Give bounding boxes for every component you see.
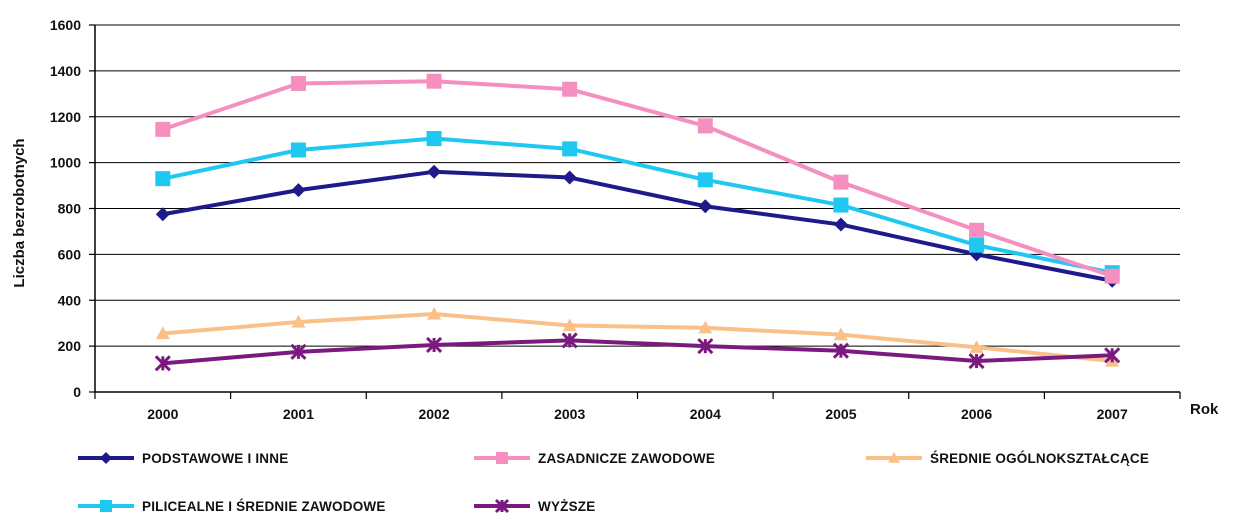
series-line [162, 79, 1113, 279]
series-1 [155, 73, 1120, 284]
data-point [888, 452, 900, 463]
data-point [562, 141, 578, 157]
series-0 [155, 164, 1120, 288]
data-point [426, 131, 442, 147]
legend-label: ZASADNICZE ZAWODOWE [538, 451, 715, 466]
data-point [291, 315, 306, 328]
legend-item: ZASADNICZE ZAWODOWE [474, 451, 715, 466]
data-point [426, 73, 442, 89]
data-point [969, 237, 985, 253]
data-point [290, 75, 306, 91]
data-point [1104, 347, 1121, 364]
data-point [833, 197, 849, 213]
series-2 [155, 307, 1120, 367]
data-point [833, 174, 849, 190]
series-4 [154, 332, 1121, 372]
x-tick-label: 2006 [961, 406, 992, 422]
data-point [969, 340, 984, 353]
data-point [496, 452, 508, 464]
y-tick-label: 0 [73, 384, 81, 400]
data-point [697, 118, 713, 134]
data-point [291, 183, 306, 198]
data-point [697, 338, 714, 355]
series-line [162, 169, 1113, 283]
series-line [162, 338, 1113, 366]
y-tick-label: 1600 [50, 17, 81, 33]
y-tick-label: 800 [58, 201, 82, 217]
x-tick-label: 2002 [418, 406, 449, 422]
y-tick-labels: 0 200 400 600 800 1000 1200 1400 1600 [50, 17, 81, 400]
x-tick-label: 2005 [825, 406, 856, 422]
series-3 [155, 131, 1120, 281]
y-tick-label: 200 [58, 338, 82, 354]
legend-label: PILICEALNE I ŚREDNIE ZAWODOWE [142, 499, 386, 514]
data-point [154, 355, 171, 372]
data-point [155, 121, 171, 137]
data-point [833, 217, 848, 232]
series-group [154, 73, 1121, 372]
legend-item: PODSTAWOWE I INNE [78, 451, 288, 466]
data-point [290, 343, 307, 360]
legend-label: PODSTAWOWE I INNE [142, 451, 288, 466]
data-point [833, 327, 848, 341]
y-axis-title: Liczba bezrobotnych [11, 138, 28, 287]
data-point [562, 318, 577, 332]
x-tick-label: 2003 [554, 406, 585, 422]
data-point [561, 332, 578, 349]
series-line [162, 136, 1113, 275]
legend-item: PILICEALNE I ŚREDNIE ZAWODOWE [78, 499, 386, 514]
x-tick-label: 2000 [147, 406, 178, 422]
legend-item: ŚREDNIE OGÓLNOKSZTAŁCĄCE [866, 451, 1149, 466]
data-point [697, 172, 713, 188]
data-point [100, 500, 112, 512]
legend-item: WYŻSZE [474, 498, 595, 514]
data-point [427, 164, 442, 179]
data-point [968, 352, 985, 370]
x-tick-label: 2004 [690, 406, 721, 422]
data-point [290, 142, 306, 158]
data-point [427, 307, 442, 320]
data-point [155, 171, 171, 187]
x-tick-label: 2001 [283, 406, 314, 422]
x-axis-title: Rok [1190, 401, 1219, 418]
data-point [562, 170, 577, 185]
data-point [969, 222, 985, 238]
data-point [698, 199, 713, 214]
data-point [832, 342, 849, 359]
y-tick-label: 1400 [50, 63, 81, 79]
y-tick-label: 600 [58, 246, 82, 262]
y-tick-label: 400 [58, 292, 82, 308]
series-line [162, 312, 1113, 364]
legend-label: ŚREDNIE OGÓLNOKSZTAŁCĄCE [930, 451, 1149, 466]
data-point [562, 81, 578, 97]
legend-label: WYŻSZE [538, 499, 595, 514]
data-point [698, 320, 713, 334]
data-point [1104, 268, 1120, 284]
data-point [426, 336, 443, 354]
data-point [494, 498, 510, 514]
x-tick-labels: 2000 2001 2002 2003 2004 2005 2006 2007 [94, 392, 1181, 422]
data-point [155, 326, 170, 340]
y-tick-label: 1000 [50, 155, 81, 171]
legend: PODSTAWOWE I INNE ZASADNICZE ZAWODOWE ŚRED… [78, 451, 1149, 514]
data-point [100, 452, 112, 464]
y-tick-label: 1200 [50, 109, 81, 125]
grid-lines [89, 24, 1180, 393]
x-tick-label: 2007 [1097, 406, 1128, 422]
data-point [155, 207, 170, 222]
